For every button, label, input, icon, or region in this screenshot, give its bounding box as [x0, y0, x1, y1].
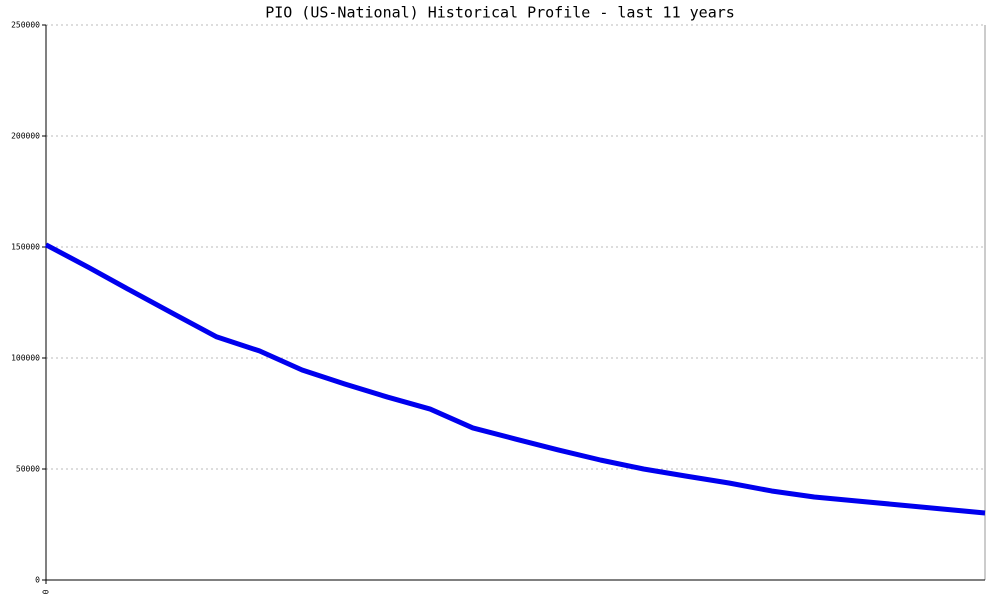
y-tick-label: 200000 [11, 132, 40, 141]
chart-title: PIO (US-National) Historical Profile - l… [265, 4, 735, 22]
y-tick-label: 250000 [11, 21, 40, 30]
y-tick-label: 150000 [11, 243, 40, 252]
y-tick-label: 0 [35, 576, 40, 585]
y-tick-label: 50000 [16, 465, 40, 474]
y-tick-label: 100000 [11, 354, 40, 363]
line [44, 242, 986, 516]
x-tick-label: 0 [42, 589, 51, 594]
